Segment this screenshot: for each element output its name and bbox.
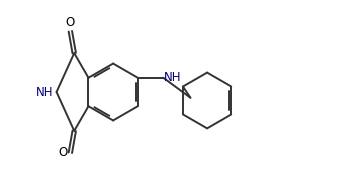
- Text: NH: NH: [164, 71, 182, 84]
- Text: NH: NH: [36, 86, 54, 98]
- Text: O: O: [58, 146, 68, 159]
- Text: O: O: [66, 16, 75, 29]
